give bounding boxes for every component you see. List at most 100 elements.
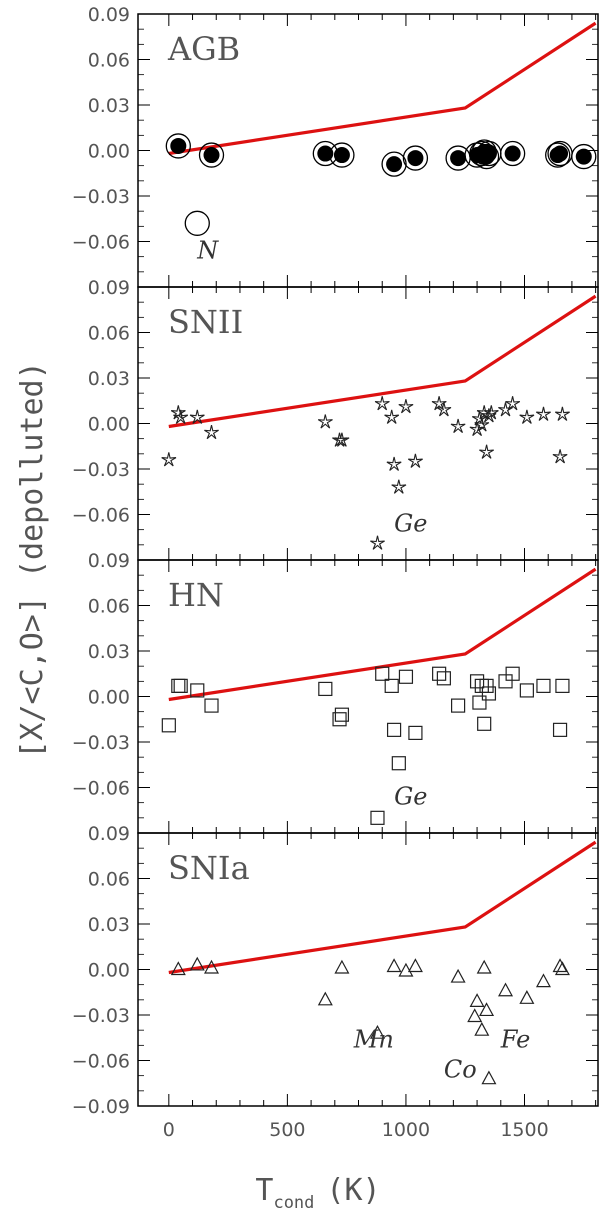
annotation-label: N xyxy=(196,237,219,265)
data-point xyxy=(161,718,176,733)
data-point xyxy=(386,156,403,173)
data-point xyxy=(317,991,333,1006)
y-tick-label: 0.06 xyxy=(88,869,130,891)
data-point xyxy=(333,147,350,164)
model-line xyxy=(168,21,597,156)
data-point-ring xyxy=(402,145,429,171)
data-point xyxy=(190,683,205,698)
y-tick-label: 0.03 xyxy=(88,95,130,117)
data-point xyxy=(189,956,205,971)
data-point xyxy=(474,1021,490,1036)
data-point xyxy=(334,959,350,974)
data-point xyxy=(407,958,423,973)
data-point xyxy=(173,409,189,424)
data-point xyxy=(398,669,414,684)
data-point xyxy=(467,1008,483,1023)
data-point xyxy=(204,424,219,440)
y-tick-label: −0.03 xyxy=(72,186,130,208)
data-point-ring xyxy=(329,142,355,168)
data-point xyxy=(552,449,568,464)
y-tick-label: 0.06 xyxy=(88,323,130,345)
data-point xyxy=(161,452,177,467)
data-point xyxy=(552,722,568,737)
y-tick-label: 0.09 xyxy=(88,4,130,26)
data-point xyxy=(476,959,492,974)
panel-snia: 0.09 0.06 0.03 0.00 −0.03 −0.06 −0.09 SNIa Mn Fe C… xyxy=(72,823,599,1118)
x-axis-label-main: T xyxy=(255,1173,273,1208)
data-point xyxy=(391,756,406,771)
data-point xyxy=(519,990,535,1004)
data-point xyxy=(519,683,534,698)
model-line xyxy=(168,840,597,975)
data-point xyxy=(555,406,570,421)
y-tick-label: −0.03 xyxy=(72,732,130,754)
annotation-label: Mn xyxy=(353,1025,394,1053)
data-point xyxy=(480,145,497,162)
y-tick-label: −0.06 xyxy=(72,1051,130,1073)
data-point xyxy=(450,418,466,434)
data-point xyxy=(479,678,494,693)
data-point xyxy=(384,409,400,424)
data-point xyxy=(170,137,187,154)
x-tick-label: 1500 xyxy=(500,1119,548,1141)
y-tick-label: −0.06 xyxy=(72,505,130,527)
x-tick-label: 0 xyxy=(163,1119,175,1141)
panel-label: AGB xyxy=(167,30,240,68)
data-point xyxy=(334,432,350,447)
y-tick-label: 0.09 xyxy=(88,823,130,845)
data-point xyxy=(450,150,467,167)
data-point xyxy=(398,962,414,977)
y-tick-label: 0.00 xyxy=(88,960,130,982)
x-tick-label: 500 xyxy=(269,1119,305,1141)
annotation-label: Fe xyxy=(500,1025,531,1053)
panel-label: HN xyxy=(168,576,224,614)
y-tick-label: −0.03 xyxy=(72,1005,130,1027)
data-point xyxy=(483,405,499,420)
y-tick-label: 0.00 xyxy=(88,414,130,436)
data-point xyxy=(450,968,466,983)
data-point xyxy=(451,698,466,713)
data-point-ring xyxy=(545,142,571,168)
y-axis-label: [X/<C,O>] (depolluted) xyxy=(15,361,50,758)
data-point xyxy=(318,681,333,697)
data-point xyxy=(204,698,219,713)
data-point xyxy=(173,678,188,693)
data-point xyxy=(536,678,551,693)
panel-agb: 0.09 0.06 0.03 0.00 −0.03 −0.06 AGB N xyxy=(72,4,599,288)
x-tick-label: 1000 xyxy=(382,1119,430,1141)
data-point xyxy=(384,678,399,693)
data-point xyxy=(386,456,402,471)
data-point xyxy=(469,674,485,689)
annotation-label: Ge xyxy=(394,783,427,811)
data-point xyxy=(505,666,520,681)
y-tick-label: 0.09 xyxy=(88,550,130,572)
data-point xyxy=(477,716,492,731)
data-point xyxy=(334,707,350,722)
data-point xyxy=(408,453,423,468)
data-point xyxy=(386,722,402,737)
data-point xyxy=(481,1070,497,1085)
data-point xyxy=(408,725,423,741)
data-point xyxy=(432,666,447,681)
y-tick-label: −0.09 xyxy=(72,1096,130,1118)
data-point xyxy=(504,145,521,162)
data-point-ring xyxy=(473,143,500,170)
data-point xyxy=(481,686,497,701)
data-point xyxy=(370,535,385,550)
data-point xyxy=(374,396,390,411)
data-point-ring xyxy=(499,140,526,167)
y-tick-label: 0.00 xyxy=(88,141,130,163)
data-point xyxy=(189,409,205,424)
data-point xyxy=(555,678,570,693)
annotation-label: Co xyxy=(444,1056,477,1084)
data-point xyxy=(469,993,485,1007)
y-tick-label: −0.06 xyxy=(72,778,130,800)
data-point xyxy=(375,666,390,681)
model-line xyxy=(168,294,597,429)
data-point xyxy=(391,479,407,494)
chart-panels: 0.09 0.06 0.03 0.00 −0.03 −0.06 AGB N 0.09 0.06 0.… xyxy=(72,4,599,1141)
y-tick-label: 0.03 xyxy=(88,914,130,936)
data-point xyxy=(170,405,186,420)
y-tick-label: 0.03 xyxy=(88,368,130,390)
data-point xyxy=(498,982,514,997)
